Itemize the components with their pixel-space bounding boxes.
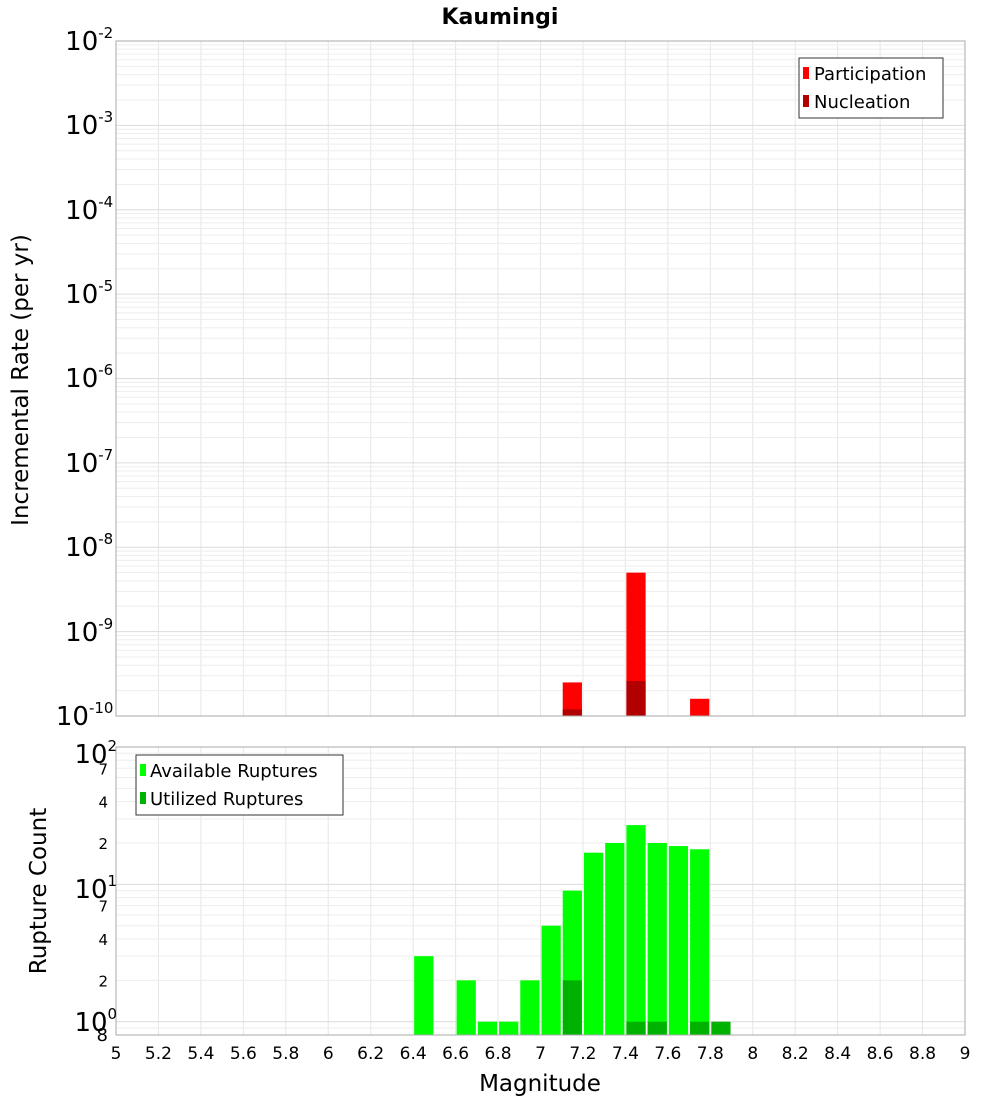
bottom-y-minor-tick-label: 7 bbox=[98, 760, 108, 778]
x-tick-label: 7.6 bbox=[654, 1044, 681, 1064]
available-ruptures-bar bbox=[690, 849, 710, 1035]
legend-swatch-nucleation bbox=[803, 95, 809, 107]
x-tick-label: 5 bbox=[111, 1044, 122, 1064]
available-ruptures-bar bbox=[477, 1021, 498, 1035]
top-y-tick-label: 10-10 bbox=[56, 699, 114, 732]
top-y-tick-labels: 10-10 10-9 10-8 10-7 10-6 10-5 10-4 10-3 10-2 bbox=[56, 24, 114, 732]
top-y-tick-label: 10-5 bbox=[65, 277, 113, 310]
bottom-y-tick-label: 100 bbox=[74, 1005, 117, 1038]
legend-label-participation: Participation bbox=[814, 64, 926, 85]
legend-label-available: Available Ruptures bbox=[150, 761, 318, 782]
bottom-plot-frame bbox=[115, 746, 966, 1036]
top-grid bbox=[115, 40, 966, 717]
legend-label-utilized: Utilized Ruptures bbox=[150, 789, 303, 810]
nucleation-bar bbox=[562, 709, 582, 716]
bottom-legend: Available Ruptures Utilized Ruptures bbox=[135, 754, 344, 816]
available-ruptures-bar bbox=[414, 956, 434, 1035]
x-tick-label: 8 bbox=[747, 1044, 758, 1064]
bottom-y-minor-tick-label: 4 bbox=[98, 931, 108, 949]
nucleation-bar bbox=[626, 680, 646, 716]
x-tick-label: 5.6 bbox=[230, 1044, 257, 1064]
available-ruptures-bar bbox=[456, 980, 476, 1035]
utilized-ruptures-bar bbox=[711, 1021, 731, 1035]
top-legend: Participation Nucleation bbox=[798, 57, 944, 119]
bottom-y-minor-tick-label: 2 bbox=[98, 835, 108, 853]
top-bars bbox=[562, 572, 710, 716]
bottom-y-axis-label: Rupture Count bbox=[26, 808, 52, 974]
x-tick-label: 8.6 bbox=[867, 1044, 894, 1064]
available-ruptures-bar bbox=[668, 846, 689, 1035]
top-y-tick-label: 10-4 bbox=[65, 193, 113, 226]
utilized-ruptures-bar bbox=[647, 1021, 667, 1035]
x-tick-labels: 5 5.2 5.4 5.6 5.8 6 6.2 6.4 6.6 6.8 7 7.2 7.4 7.6 7.8 8… bbox=[111, 1044, 971, 1064]
participation-bar bbox=[690, 698, 710, 716]
legend-label-nucleation: Nucleation bbox=[814, 92, 910, 113]
x-tick-label: 7 bbox=[535, 1044, 546, 1064]
bottom-y-minor-tick-label: 2 bbox=[98, 972, 108, 990]
top-y-tick-label: 10-3 bbox=[65, 108, 113, 141]
available-ruptures-bar bbox=[541, 925, 561, 1035]
x-tick-label: 5.4 bbox=[187, 1044, 214, 1064]
x-tick-label: 6.8 bbox=[485, 1044, 512, 1064]
x-tick-label: 7.8 bbox=[697, 1044, 724, 1064]
x-tick-label: 8.8 bbox=[909, 1044, 936, 1064]
available-ruptures-bar bbox=[583, 852, 604, 1035]
participation-bar bbox=[562, 682, 582, 716]
bottom-legend-box bbox=[135, 754, 344, 816]
x-tick-label: 6.6 bbox=[442, 1044, 469, 1064]
top-y-tick-label: 10-8 bbox=[65, 530, 113, 563]
legend-swatch-available bbox=[140, 764, 146, 776]
legend-swatch-participation bbox=[803, 67, 809, 79]
x-axis-label: Magnitude bbox=[479, 1071, 601, 1097]
x-tick-label: 5.8 bbox=[272, 1044, 299, 1064]
participation-bar bbox=[626, 572, 646, 716]
x-tick-label: 5.2 bbox=[145, 1044, 172, 1064]
x-tick-label: 6.2 bbox=[357, 1044, 384, 1064]
top-y-tick-label: 10-9 bbox=[65, 615, 113, 648]
x-tick-label: 7.2 bbox=[569, 1044, 596, 1064]
legend-swatch-utilized bbox=[140, 792, 146, 804]
chart-title: Kaumingi bbox=[442, 5, 559, 30]
available-ruptures-bar bbox=[499, 1021, 519, 1035]
x-tick-label: 6.4 bbox=[400, 1044, 427, 1064]
bottom-y-minor-tick-label: 8 bbox=[97, 1025, 108, 1046]
top-y-axis-label: Incremental Rate (per yr) bbox=[8, 234, 34, 526]
top-y-tick-label: 10-7 bbox=[65, 446, 113, 479]
utilized-ruptures-bar bbox=[562, 980, 582, 1035]
top-legend-box bbox=[798, 57, 944, 119]
bottom-y-tick-label: 101 bbox=[74, 872, 117, 905]
utilized-ruptures-bar bbox=[626, 1021, 646, 1035]
x-tick-label: 9 bbox=[960, 1044, 971, 1064]
available-ruptures-bar bbox=[626, 825, 646, 1035]
bottom-y-tick-labels: 100 101 102 8 2 4 7 2 4 7 bbox=[74, 737, 117, 1046]
x-tick-label: 6 bbox=[323, 1044, 334, 1064]
x-tick-label: 8.4 bbox=[824, 1044, 851, 1064]
bottom-y-minor-tick-label: 4 bbox=[98, 794, 108, 812]
x-tick-label: 8.2 bbox=[782, 1044, 809, 1064]
available-ruptures-bar bbox=[520, 980, 540, 1035]
x-tick-label: 7.4 bbox=[612, 1044, 639, 1064]
top-plot-frame bbox=[115, 40, 966, 717]
bottom-bars bbox=[414, 825, 731, 1035]
top-y-tick-label: 10-2 bbox=[65, 24, 113, 57]
available-ruptures-bar bbox=[647, 843, 667, 1035]
top-y-tick-label: 10-6 bbox=[65, 361, 113, 394]
available-ruptures-bar bbox=[605, 843, 625, 1035]
bottom-y-minor-tick-label: 7 bbox=[98, 898, 108, 916]
bottom-y-tick-label: 102 bbox=[74, 737, 117, 770]
utilized-ruptures-bar bbox=[690, 1021, 710, 1035]
